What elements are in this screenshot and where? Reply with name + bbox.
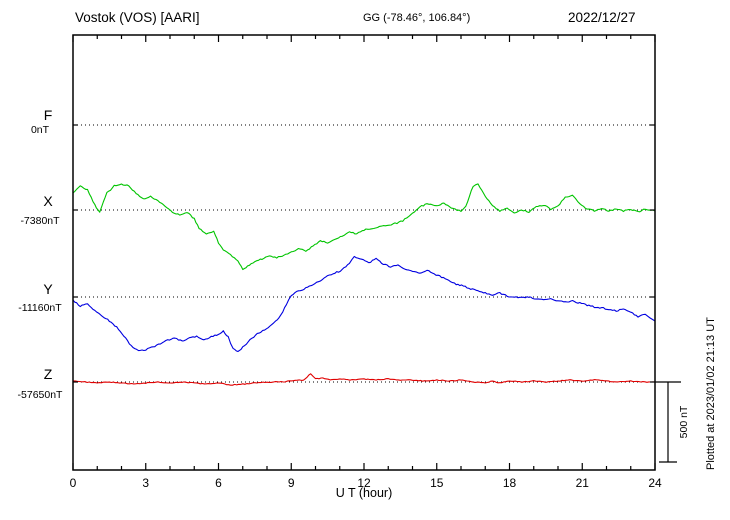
gg-coordinates: GG (-78.46°, 106.84°) (363, 12, 470, 24)
series-f-baseline-value: 0nT (31, 124, 50, 136)
scalebar-layer (655, 381, 681, 463)
x-tick-label: 6 (215, 476, 222, 490)
axes-layer (72, 34, 656, 471)
plot-frame (72, 34, 656, 471)
x-tick-label: 12 (357, 476, 371, 490)
series-y-label: Y (43, 281, 53, 297)
series-x-label: X (43, 193, 53, 209)
series-x-baseline-value: -7380nT (20, 215, 60, 227)
series-z-label: Z (44, 366, 53, 382)
x-tick-label: 21 (576, 476, 590, 490)
scale-bar-label: 500 nT (678, 405, 690, 438)
station-title: Vostok (VOS) [AARI] (75, 10, 200, 25)
plot-date: 2022/12/27 (568, 10, 636, 25)
x-tick-label: 0 (70, 476, 77, 490)
x-axis-label: U T (hour) (336, 486, 393, 500)
x-tick-label: 24 (648, 476, 662, 490)
x-tick-label: 15 (430, 476, 444, 490)
series-z-baseline-value: -57650nT (18, 389, 64, 401)
x-tick-label: 18 (503, 476, 517, 490)
plotted-at-note: Plotted at 2023/01/02 21:13 UT (705, 317, 717, 470)
trace-X (72, 183, 656, 271)
x-tick-label: 3 (142, 476, 149, 490)
series-layer (72, 183, 656, 386)
trace-Z (72, 373, 656, 386)
series-y-baseline-value: -11160nT (18, 302, 62, 314)
tick-labels-layer: 0 3 6 9 12 15 18 21 24 (70, 476, 662, 490)
trace-Y (72, 255, 656, 353)
x-tick-label: 9 (288, 476, 295, 490)
series-f-label: F (44, 107, 53, 123)
